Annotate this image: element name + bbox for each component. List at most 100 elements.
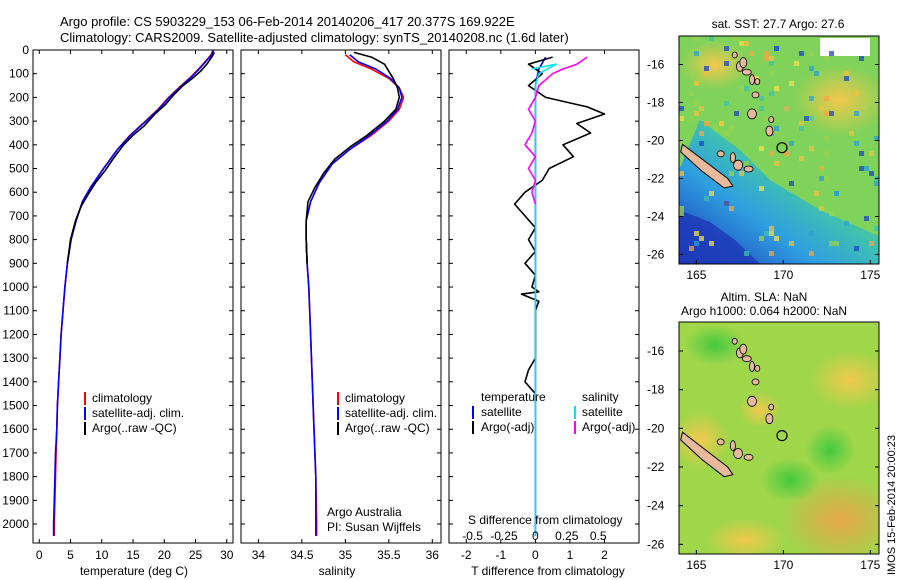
sla-ytick-label: -22 bbox=[647, 460, 665, 474]
sst-pixel bbox=[704, 71, 709, 76]
sst-pixel bbox=[729, 126, 734, 131]
salinity-legend-argo: Argo(..raw -QC) bbox=[345, 421, 430, 435]
sst-pixel bbox=[679, 141, 684, 146]
depth-tick-label: 500 bbox=[9, 162, 29, 176]
island bbox=[730, 152, 736, 164]
sst-pixel bbox=[694, 81, 699, 86]
sst-pixel bbox=[734, 111, 739, 116]
depth-tick-label: 200 bbox=[9, 90, 29, 104]
sst-pixel bbox=[759, 186, 764, 191]
sst-pixel bbox=[819, 166, 824, 171]
island bbox=[754, 364, 761, 372]
sst-pixel bbox=[694, 71, 699, 76]
sst-pixel bbox=[694, 36, 699, 41]
sst-pixel bbox=[829, 241, 834, 246]
sst-pixel bbox=[719, 121, 724, 126]
depth-tick-label: 1600 bbox=[2, 422, 29, 436]
sst-pixel bbox=[759, 236, 764, 241]
island bbox=[741, 68, 752, 76]
sst-pixel bbox=[699, 121, 704, 126]
depth-tick-label: 2000 bbox=[2, 517, 29, 531]
profile-plots: 0100200300400500600700800900100011001200… bbox=[2, 43, 639, 562]
sst-pixel bbox=[739, 86, 744, 91]
sst-pixel bbox=[784, 151, 789, 156]
salinity-legend-climatology: climatology bbox=[345, 391, 405, 405]
sst-pixel bbox=[869, 171, 874, 176]
sst-pixel bbox=[774, 46, 779, 51]
sst-pixel bbox=[799, 121, 804, 126]
island bbox=[731, 337, 738, 345]
salinity-xtick-label: 34.5 bbox=[290, 548, 314, 562]
temperature-legend-satellite: satellite-adj. clim. bbox=[92, 406, 184, 420]
island bbox=[743, 165, 754, 173]
sst-pixel bbox=[829, 211, 834, 216]
depth-tick-label: 700 bbox=[9, 209, 29, 223]
sst-map-title: sat. SST: 27.7 Argo: 27.6 bbox=[712, 17, 845, 31]
temperature-xtick-label: 30 bbox=[220, 548, 234, 562]
difference-xlabel: T difference from climatology bbox=[471, 564, 625, 578]
argo-location-marker bbox=[776, 142, 788, 154]
depth-tick-label: 0 bbox=[22, 43, 29, 57]
sst-pixel bbox=[759, 106, 764, 111]
difference-legend-salinity-header: salinity bbox=[582, 390, 619, 404]
temperature-xtick-label: 0 bbox=[36, 548, 43, 562]
island bbox=[741, 355, 752, 363]
island bbox=[765, 413, 774, 425]
sst-ytick-label: -18 bbox=[647, 96, 665, 110]
sst-pixel bbox=[689, 91, 694, 96]
sst-pixel bbox=[844, 71, 849, 76]
salinity-xtick-label: 36 bbox=[426, 548, 440, 562]
depth-tick-label: 1400 bbox=[2, 375, 29, 389]
salinity-legend: climatology satellite-adj. clim. Argo(..… bbox=[337, 391, 437, 435]
sst-pixel bbox=[694, 51, 699, 56]
sst-pixel bbox=[684, 156, 689, 161]
sst-pixel bbox=[824, 176, 829, 181]
depth-tick-label: 1900 bbox=[2, 493, 29, 507]
salinity-series-line bbox=[305, 51, 401, 264]
difference-axes bbox=[448, 49, 640, 544]
new-caledonia-landmass bbox=[680, 143, 734, 189]
difference-xtick-label: 1 bbox=[567, 548, 574, 562]
sst-pixel bbox=[679, 116, 684, 121]
pi-label: PI: Susan Wijffels bbox=[327, 520, 421, 534]
sst-pixel bbox=[739, 171, 744, 176]
sst-pixel bbox=[749, 51, 754, 56]
sst-pixel bbox=[764, 56, 769, 61]
sst-pixel bbox=[744, 41, 749, 46]
sla-ytick-label: -20 bbox=[647, 421, 665, 435]
sla-map-subtitle: Argo h1000: 0.064 h2000: NaN bbox=[681, 304, 847, 318]
sst-pixel bbox=[819, 106, 824, 111]
sst-pixel bbox=[729, 171, 734, 176]
sst-pixel bbox=[794, 61, 799, 66]
sst-pixel bbox=[699, 131, 704, 136]
depth-tick-label: 400 bbox=[9, 138, 29, 152]
sst-pixel bbox=[704, 121, 709, 126]
sst-pixel bbox=[709, 36, 714, 41]
island bbox=[716, 438, 725, 446]
island bbox=[754, 78, 761, 85]
temperature-xtick-label: 15 bbox=[126, 548, 140, 562]
difference-legend-temperature-header: temperature bbox=[481, 390, 546, 404]
sst-pixel bbox=[764, 51, 769, 56]
sst-pixel bbox=[679, 171, 684, 176]
sla-xtick-label: 170 bbox=[773, 558, 793, 572]
salinity-xtick-label: 35 bbox=[339, 548, 353, 562]
island bbox=[749, 361, 755, 372]
sst-map bbox=[679, 36, 879, 264]
sst-pixel bbox=[834, 241, 839, 246]
s-difference-tick-label: 0.5 bbox=[590, 529, 607, 543]
sst-pixel bbox=[714, 126, 719, 131]
sst-ytick-label: -26 bbox=[647, 248, 665, 262]
island bbox=[765, 125, 774, 137]
sst-pixel bbox=[699, 106, 704, 111]
sst-pixel bbox=[724, 131, 729, 136]
sst-pixel bbox=[829, 51, 834, 56]
sst-pixel bbox=[774, 126, 779, 131]
depth-tick-label: 300 bbox=[9, 114, 29, 128]
island bbox=[747, 395, 757, 407]
sst-pixel bbox=[869, 151, 874, 156]
sst-pixel bbox=[799, 126, 804, 131]
salinity-xtick-label: 35.5 bbox=[377, 548, 401, 562]
sst-ytick-label: -24 bbox=[647, 210, 665, 224]
sst-pixel bbox=[799, 51, 804, 56]
